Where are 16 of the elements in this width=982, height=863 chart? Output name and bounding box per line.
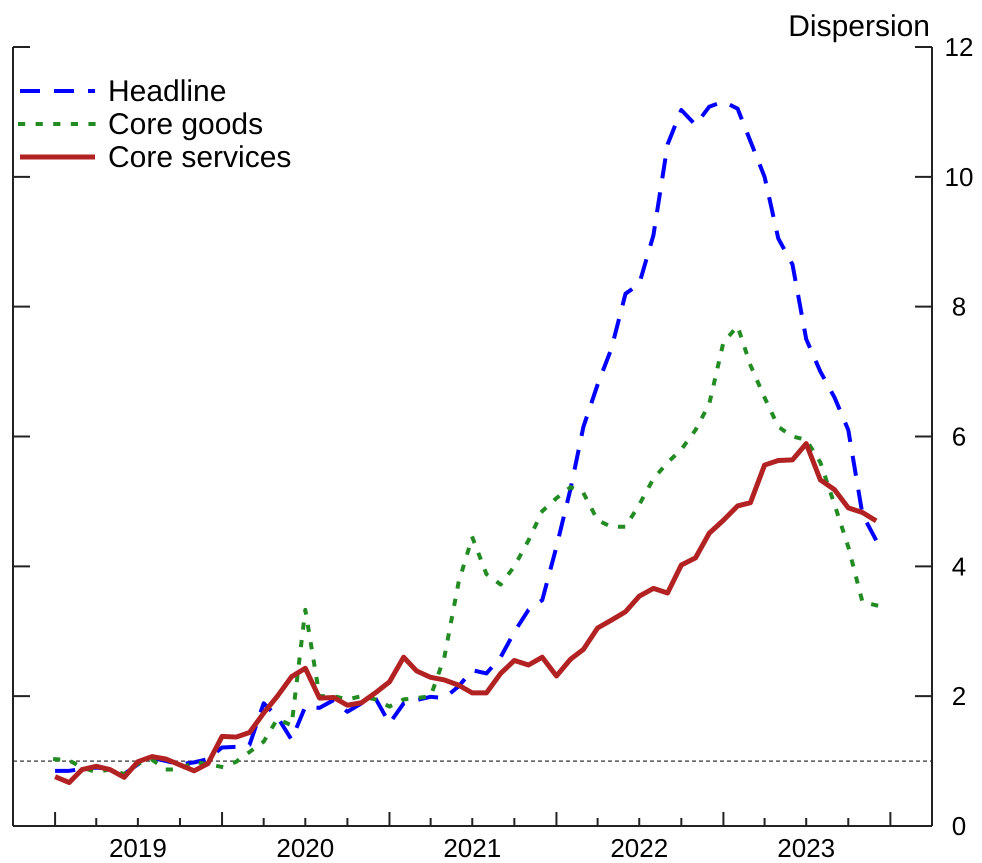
x-tick-label: 2019: [108, 833, 167, 863]
y-tick-label: 10: [944, 162, 974, 192]
y-axis-title: Dispersion: [788, 10, 930, 43]
y-tick-label: 2: [952, 681, 966, 712]
legend-label: Headline: [108, 75, 226, 108]
y-tick-label: 8: [952, 292, 966, 322]
legend-label: Core goods: [108, 108, 264, 141]
x-tick-label: 2022: [610, 833, 668, 863]
y-tick-label: 4: [952, 551, 966, 582]
legend-label: Core services: [108, 141, 292, 174]
x-tick-label: 2021: [443, 833, 502, 863]
y-tick-label: 0: [952, 811, 966, 841]
y-tick-label: 6: [952, 422, 966, 452]
x-tick-label: 2020: [276, 833, 334, 863]
x-tick-label: 2023: [777, 833, 836, 863]
y-tick-label: 12: [944, 32, 974, 62]
